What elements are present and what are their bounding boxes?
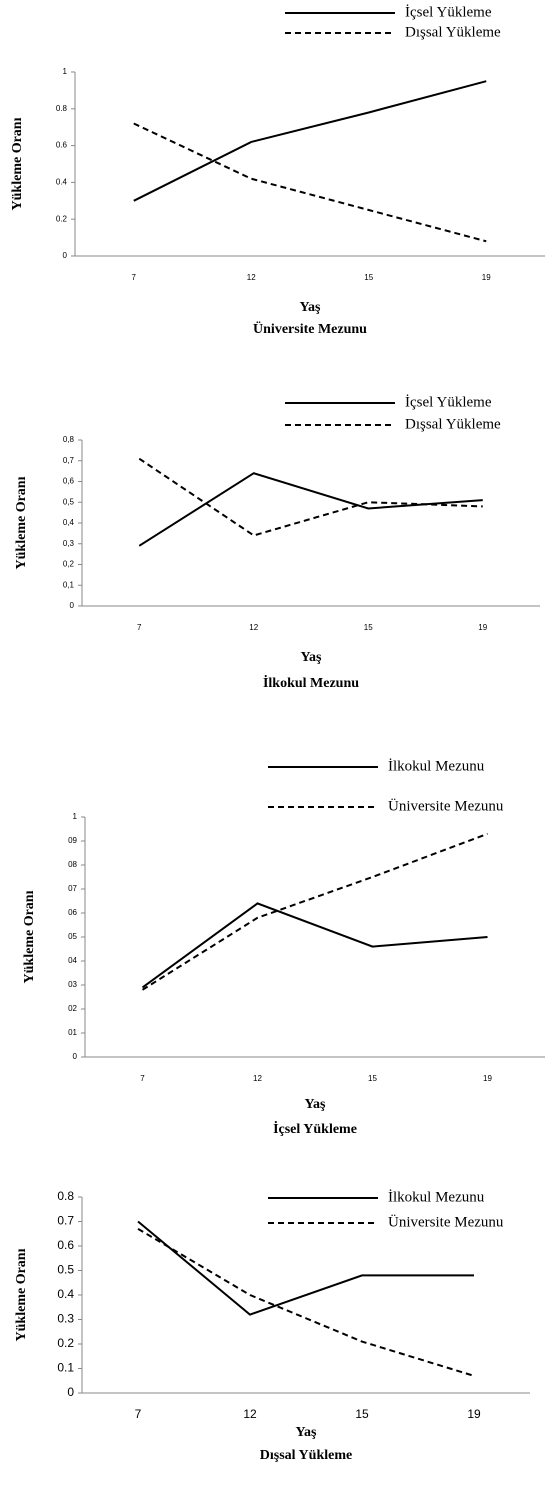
- y-tick-label: 09: [68, 836, 77, 845]
- x-tick-label: 19: [467, 1407, 481, 1421]
- x-tick-label: 12: [253, 1074, 262, 1083]
- legend-label: İlkokul Mezunu: [388, 758, 485, 774]
- y-tick-label: 0.8: [56, 104, 68, 113]
- y-tick-label: 0: [73, 1052, 78, 1061]
- y-tick-label: 0,5: [63, 497, 75, 506]
- legend-label: Üniversite Mezunu: [388, 797, 504, 814]
- y-tick-label: 0: [67, 1385, 74, 1399]
- data-line: [138, 457, 483, 537]
- x-tick-label: 15: [364, 623, 373, 632]
- y-tick-label: 0.2: [56, 214, 68, 223]
- y-tick-label: 0.2: [57, 1336, 74, 1350]
- y-tick-label: 0: [63, 251, 68, 260]
- y-tick-label: 03: [68, 980, 77, 989]
- x-axis-label: Yaş: [299, 300, 321, 315]
- x-tick-label: 7: [140, 1074, 145, 1083]
- legend-label: Üniversite Mezunu: [388, 1213, 504, 1230]
- x-tick-label: 19: [478, 623, 487, 632]
- data-line: [133, 80, 487, 202]
- legend-label: İçsel Yükleme: [405, 394, 492, 410]
- x-tick-label: 15: [364, 273, 373, 282]
- chart-title: Üniversite Mezunu: [253, 320, 367, 337]
- y-tick-label: 1: [63, 67, 68, 76]
- y-tick-label: 0.7: [57, 1214, 74, 1228]
- data-line: [137, 1227, 475, 1377]
- legend-label: Dışsal Yükleme: [405, 416, 501, 432]
- x-tick-label: 19: [483, 1074, 492, 1083]
- x-axis-label: Yaş: [304, 1097, 326, 1112]
- data-line: [141, 902, 488, 989]
- y-tick-label: 1: [73, 812, 78, 821]
- y-tick-label: 0.1: [57, 1361, 74, 1375]
- y-tick-label: 0.4: [56, 178, 68, 187]
- y-tick-label: 0.8: [57, 1189, 74, 1203]
- x-tick-label: 12: [249, 623, 258, 632]
- y-tick-label: 08: [68, 860, 77, 869]
- y-axis-label: Yükleme Oranı: [14, 476, 29, 569]
- y-tick-label: 01: [68, 1028, 77, 1037]
- x-tick-label: 7: [132, 273, 137, 282]
- legend-label: İçsel Yükleme: [405, 4, 492, 20]
- y-tick-label: 06: [68, 908, 77, 917]
- legend-label: İlkokul Mezunu: [388, 1189, 485, 1205]
- x-tick-label: 7: [137, 623, 142, 632]
- y-tick-label: 05: [68, 932, 77, 941]
- y-tick-label: 07: [68, 884, 77, 893]
- data-line: [141, 832, 488, 991]
- data-line: [137, 1220, 474, 1316]
- y-tick-label: 0: [70, 601, 75, 610]
- y-tick-label: 0,8: [63, 435, 75, 444]
- chart-title: İçsel Yükleme: [273, 1120, 357, 1137]
- y-axis-label: Yükleme Oranı: [10, 117, 25, 210]
- y-axis-label: Yükleme Oranı: [14, 1248, 29, 1341]
- x-tick-label: 12: [247, 273, 256, 282]
- x-axis-label: Yaş: [300, 650, 322, 665]
- x-tick-label: 19: [482, 273, 491, 282]
- y-tick-label: 0,3: [63, 539, 75, 548]
- x-tick-label: 15: [355, 1407, 369, 1421]
- y-tick-label: 0,4: [63, 518, 75, 527]
- y-tick-label: 0,2: [63, 560, 75, 569]
- y-tick-label: 0.5: [57, 1263, 74, 1277]
- chart-title: İlkokul Mezunu: [263, 674, 359, 691]
- chart-title: Dışsal Yükleme: [260, 1448, 352, 1463]
- y-tick-label: 0.6: [57, 1238, 74, 1252]
- x-tick-label: 15: [368, 1074, 377, 1083]
- y-tick-label: 0,6: [63, 477, 75, 486]
- y-tick-label: 0,7: [63, 456, 75, 465]
- x-axis-label: Yaş: [295, 1425, 317, 1440]
- x-tick-label: 12: [243, 1407, 257, 1421]
- y-tick-label: 04: [68, 956, 77, 965]
- x-tick-label: 7: [135, 1407, 142, 1421]
- y-tick-label: 02: [68, 1004, 77, 1013]
- y-axis-label: Yükleme Oranı: [22, 890, 37, 983]
- y-tick-label: 0.4: [57, 1287, 74, 1301]
- y-tick-label: 0,1: [63, 580, 75, 589]
- data-line: [138, 472, 483, 547]
- y-tick-label: 0.3: [57, 1312, 74, 1326]
- data-line: [133, 122, 487, 243]
- legend-label: Dışsal Yükleme: [405, 24, 501, 40]
- y-tick-label: 0.6: [56, 141, 68, 150]
